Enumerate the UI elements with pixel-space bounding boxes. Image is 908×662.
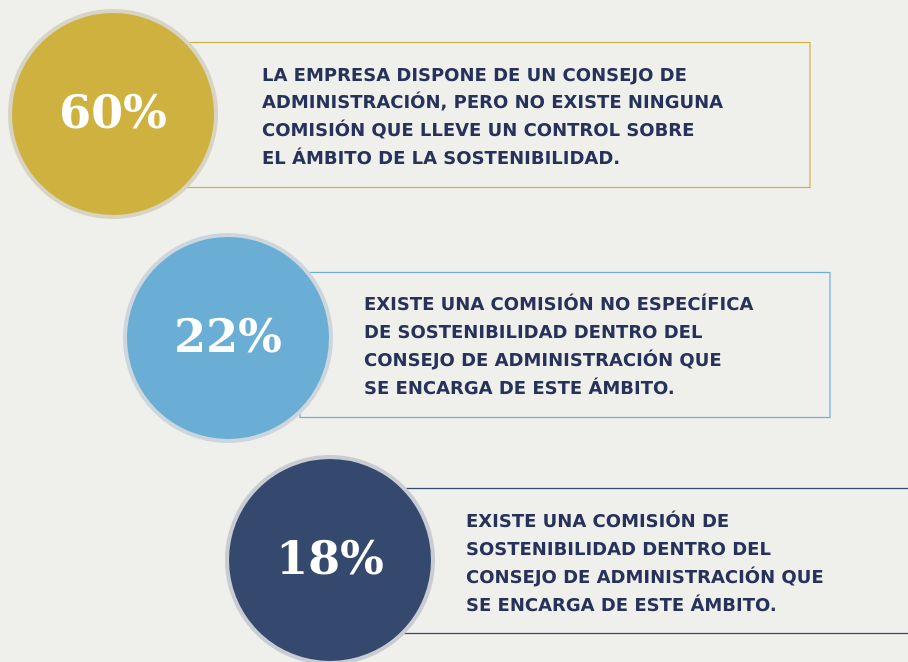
description-line: CONSEJO DE ADMINISTRACIÓN QUE	[466, 566, 824, 588]
description-line: CONSEJO DE ADMINISTRACIÓN QUE	[364, 349, 722, 371]
description-line: SOSTENIBILIDAD DENTRO DEL	[466, 539, 771, 560]
description-line: LA EMPRESA DISPONE DE UN CONSEJO DE	[262, 65, 687, 86]
description-line: SE ENCARGA DE ESTE ÁMBITO.	[466, 594, 777, 616]
description-line: EL ÁMBITO DE LA SOSTENIBILIDAD.	[262, 147, 620, 169]
description-line: ADMINISTRACIÓN, PERO NO EXISTE NINGUNA	[262, 91, 723, 113]
percent-circle	[8, 9, 218, 219]
percent: 22%	[174, 309, 282, 363]
description-line: SE ENCARGA DE ESTE ÁMBITO.	[364, 377, 675, 399]
percent-circle	[225, 455, 435, 662]
description-line: DE SOSTENIBILIDAD DENTRO DEL	[364, 322, 702, 343]
description-line: COMISIÓN QUE LLEVE UN CONTROL SOBRE	[262, 119, 694, 141]
description-line: EXISTE UNA COMISIÓN DE	[466, 510, 729, 532]
description-line: EXISTE UNA COMISIÓN NO ESPECÍFICA	[364, 293, 753, 315]
percent: 60%	[59, 85, 167, 139]
percent-circle	[123, 233, 333, 443]
percent: 18%	[276, 531, 384, 585]
